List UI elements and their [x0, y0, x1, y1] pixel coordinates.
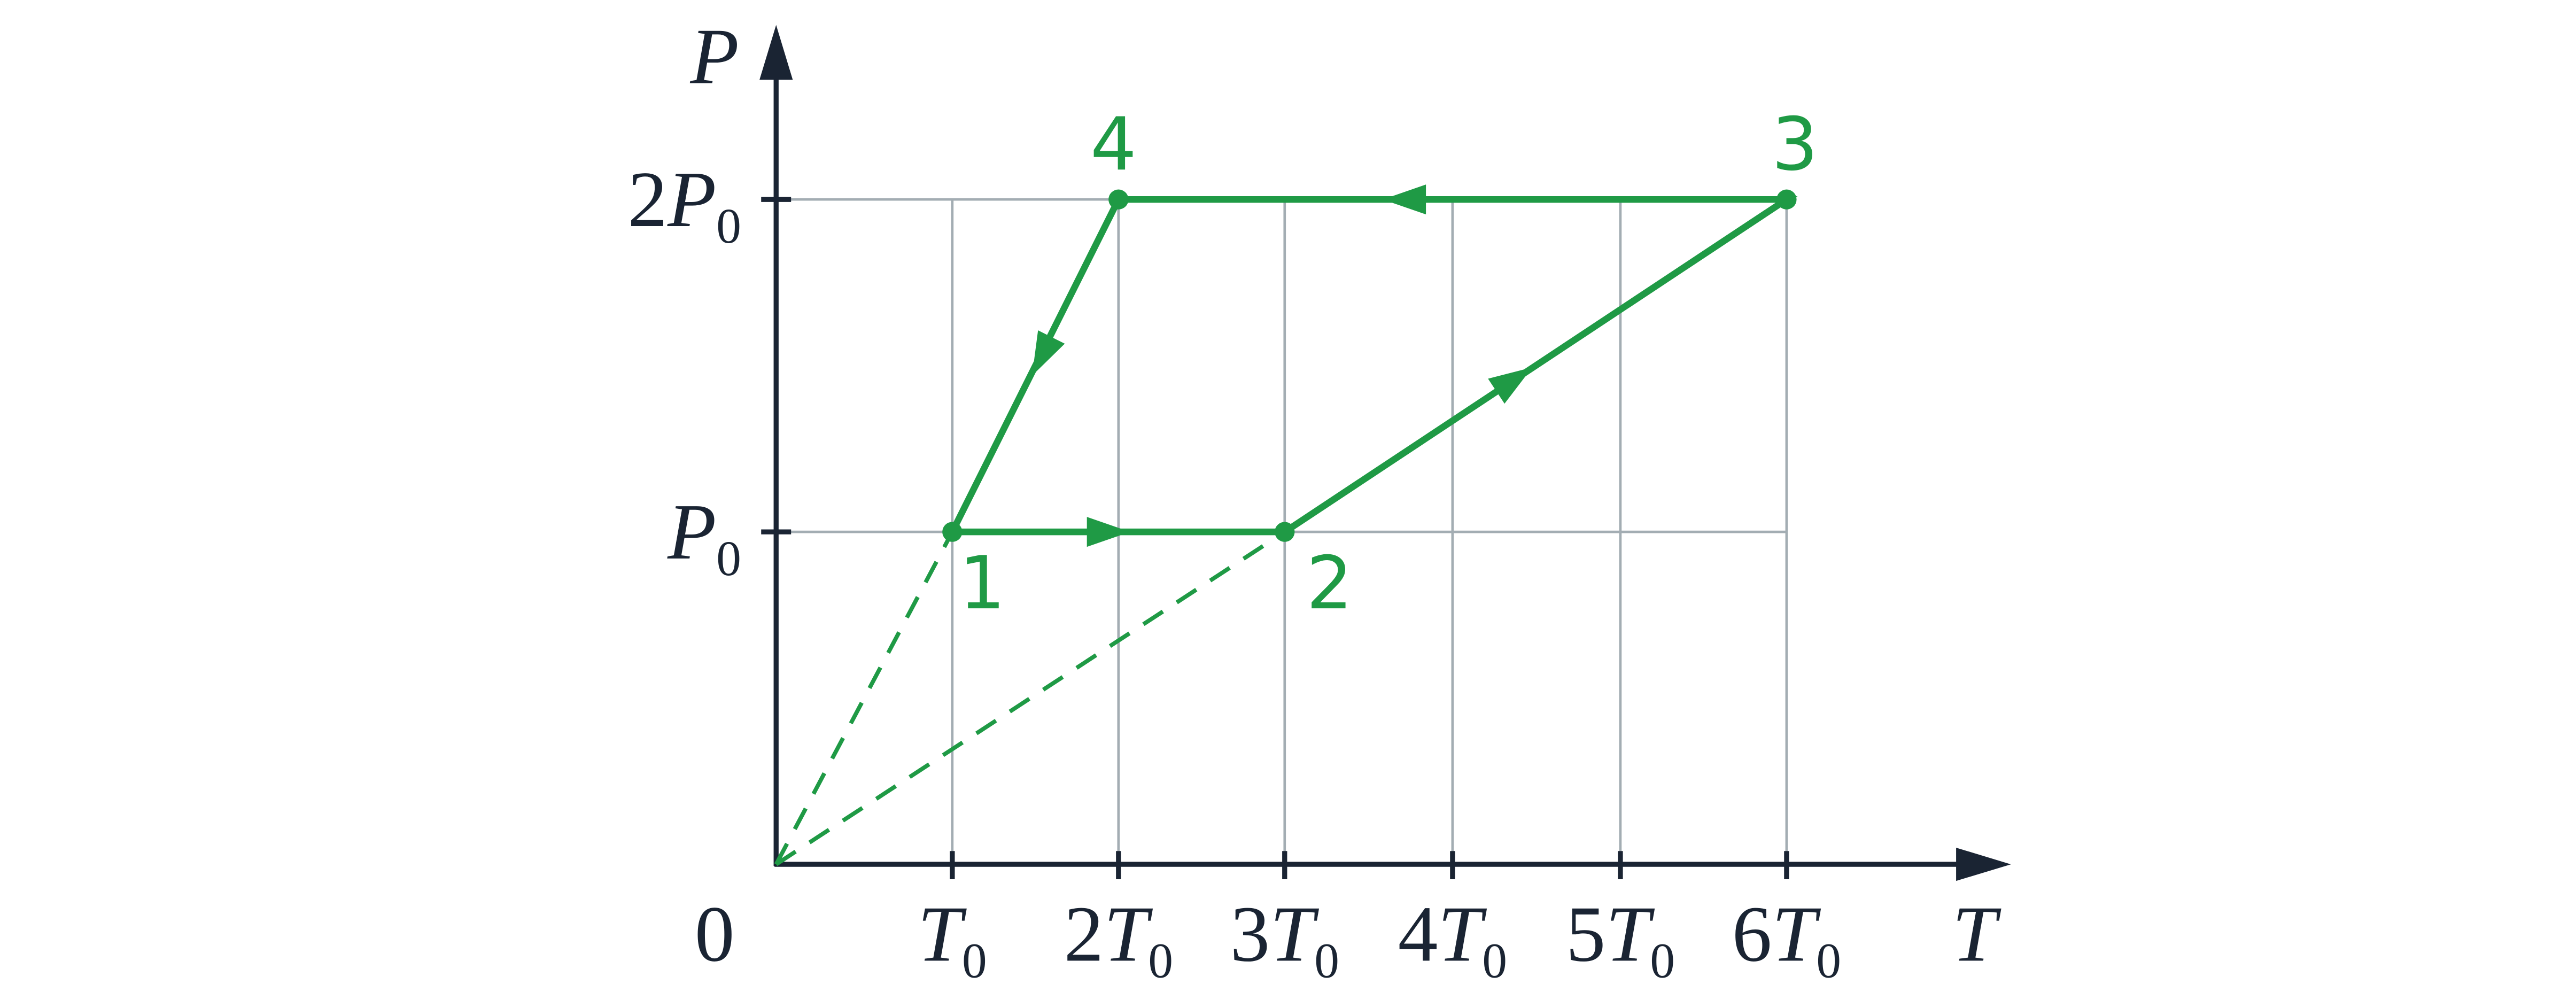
tick-symbol: T [918, 890, 967, 978]
tick-label: 2P0 [627, 156, 741, 254]
tick-symbol: T [1104, 890, 1153, 978]
tick-coefficient: 3 [1230, 890, 1270, 978]
tick-label: 4T0 [1398, 890, 1507, 984]
tick-symbol: T [1772, 890, 1821, 978]
direction-arrow [1032, 330, 1065, 376]
isobar-guide [774, 531, 955, 865]
tick-marks [761, 197, 1789, 880]
point-labels: 1 2 3 4 [959, 102, 1818, 626]
tick-label: 6T0 [1732, 890, 1841, 984]
tick-label: 5T0 [1566, 890, 1675, 984]
direction-arrow [1383, 184, 1426, 215]
y-axis-label: P [690, 13, 739, 101]
point-label: 1 [959, 541, 1005, 626]
tick-subscript: 0 [1314, 934, 1339, 984]
tick-subscript: 0 [962, 934, 987, 984]
tick-label: 2T0 [1064, 890, 1173, 984]
x-axis-arrow [1956, 847, 2011, 881]
point-label: 2 [1306, 541, 1353, 626]
tick-subscript: 0 [1816, 934, 1841, 984]
tick-subscript: 0 [1148, 934, 1173, 984]
tick-subscript: 0 [716, 531, 741, 586]
axes [759, 25, 2011, 881]
direction-arrow [1488, 367, 1533, 404]
x-axis-label: T [1952, 890, 2001, 978]
state-point [1776, 189, 1797, 210]
tick-subscript: 0 [716, 199, 741, 254]
point-label: 3 [1772, 102, 1818, 187]
cycle-path [949, 196, 1798, 536]
tick-label: 3T0 [1230, 890, 1339, 984]
tick-symbol: P [667, 156, 716, 244]
tick-label: P0 [667, 488, 741, 586]
tick-symbol: T [1605, 890, 1655, 978]
direction-arrow [1087, 517, 1130, 547]
tick-symbol: P [667, 488, 716, 576]
tick-coefficient: 4 [1398, 890, 1438, 978]
state-point [1108, 189, 1129, 210]
process-lines [774, 184, 1798, 866]
tick-subscript: 0 [1482, 934, 1507, 984]
point-label: 4 [1090, 102, 1137, 187]
tick-subscript: 0 [1650, 934, 1675, 984]
tick-coefficient: 2 [627, 156, 668, 244]
origin-label: 0 [695, 890, 735, 978]
tick-coefficient: 5 [1566, 890, 1606, 978]
state-point [942, 522, 963, 542]
tick-coefficient: 2 [1064, 890, 1104, 978]
state-point [1275, 522, 1295, 542]
tick-label: T0 [918, 890, 987, 984]
tick-coefficient: 6 [1732, 890, 1772, 978]
isobar-guide [775, 530, 1286, 866]
y-axis-arrow [759, 25, 793, 80]
tick-symbol: T [1438, 890, 1487, 978]
tick-symbol: T [1270, 890, 1319, 978]
